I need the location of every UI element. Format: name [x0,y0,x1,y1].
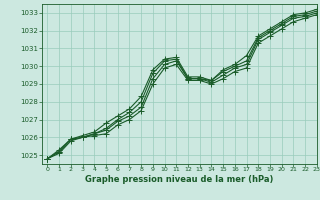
X-axis label: Graphe pression niveau de la mer (hPa): Graphe pression niveau de la mer (hPa) [85,175,273,184]
